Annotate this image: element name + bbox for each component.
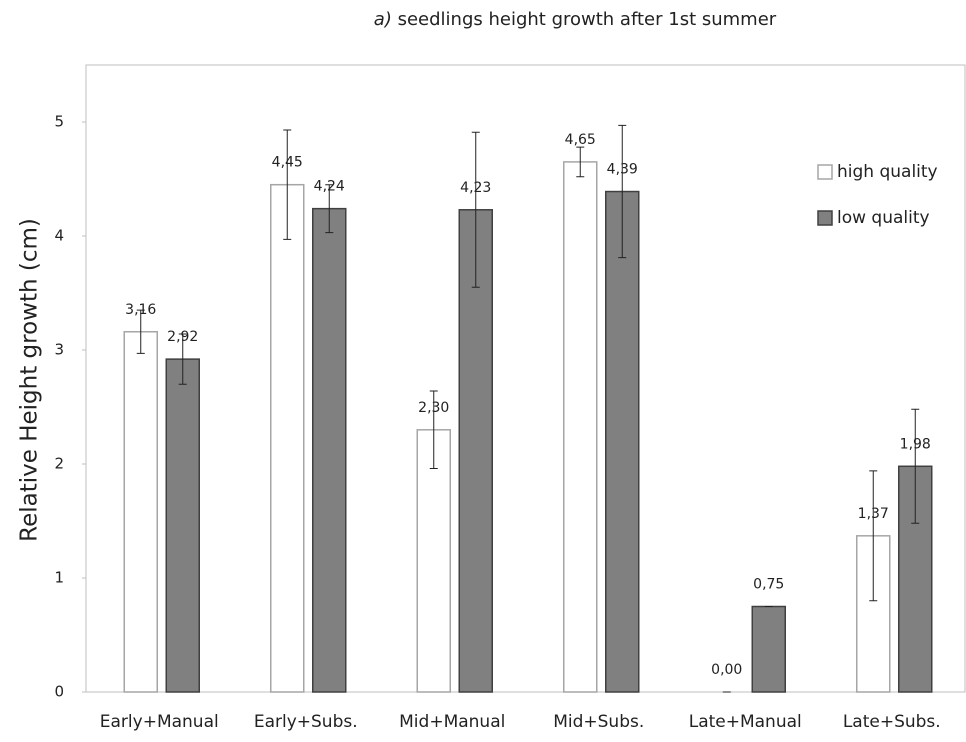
x-tick-label: Late+Subs.	[843, 712, 941, 732]
error-bar	[283, 129, 292, 240]
y-tick-label: 2	[54, 455, 64, 473]
y-tick-label: 0	[54, 683, 64, 701]
title-text: seedlings height growth after 1st summer	[398, 9, 777, 30]
error-bar	[869, 470, 878, 602]
y-tick-label: 5	[54, 113, 64, 131]
data-label: 4,24	[314, 179, 345, 195]
legend-swatch	[817, 210, 833, 226]
bar	[416, 429, 451, 693]
data-label: 0,75	[753, 577, 784, 593]
y-tick-label: 3	[54, 341, 64, 359]
bar	[165, 358, 200, 693]
error-bar	[471, 131, 480, 288]
data-label: 2,92	[167, 329, 198, 345]
data-label: 4,39	[607, 162, 638, 178]
y-tick-label: 4	[54, 227, 64, 245]
error-bar	[911, 408, 920, 524]
x-tick-label: Mid+Subs.	[553, 712, 644, 732]
legend-label: low quality	[837, 208, 930, 228]
error-bar	[576, 146, 585, 178]
bar	[123, 331, 158, 693]
data-label: 0,00	[711, 662, 742, 678]
data-label: 1,98	[900, 436, 931, 452]
legend-label: high quality	[837, 162, 938, 182]
data-label: 3,16	[125, 302, 156, 318]
error-bar	[618, 124, 627, 259]
x-tick-label: Early+Subs.	[254, 712, 358, 732]
plot-frame	[85, 64, 966, 693]
data-label: 4,45	[272, 155, 303, 171]
bar	[312, 207, 347, 693]
y-axis-label: Relative Height growth (cm)	[17, 218, 43, 542]
title-prefix: a)	[374, 9, 392, 30]
data-label: 4,23	[460, 180, 491, 196]
error-bar	[136, 309, 145, 354]
bar	[563, 161, 598, 693]
bar	[605, 190, 640, 693]
x-tick-label: Mid+Manual	[399, 712, 505, 732]
bar	[270, 183, 305, 693]
data-label: 4,65	[565, 132, 596, 148]
legend-swatch	[817, 164, 833, 180]
bar	[751, 605, 786, 693]
x-tick-label: Late+Manual	[689, 712, 802, 732]
data-label: 1,37	[858, 506, 889, 522]
error-bar	[325, 184, 334, 234]
error-bar	[429, 390, 438, 470]
chart-title: a) seedlings height growth after 1st sum…	[374, 9, 777, 30]
data-label: 2,30	[418, 400, 449, 416]
y-tick-label: 1	[54, 569, 64, 587]
error-bar	[178, 333, 187, 385]
x-tick-label: Early+Manual	[100, 712, 219, 732]
